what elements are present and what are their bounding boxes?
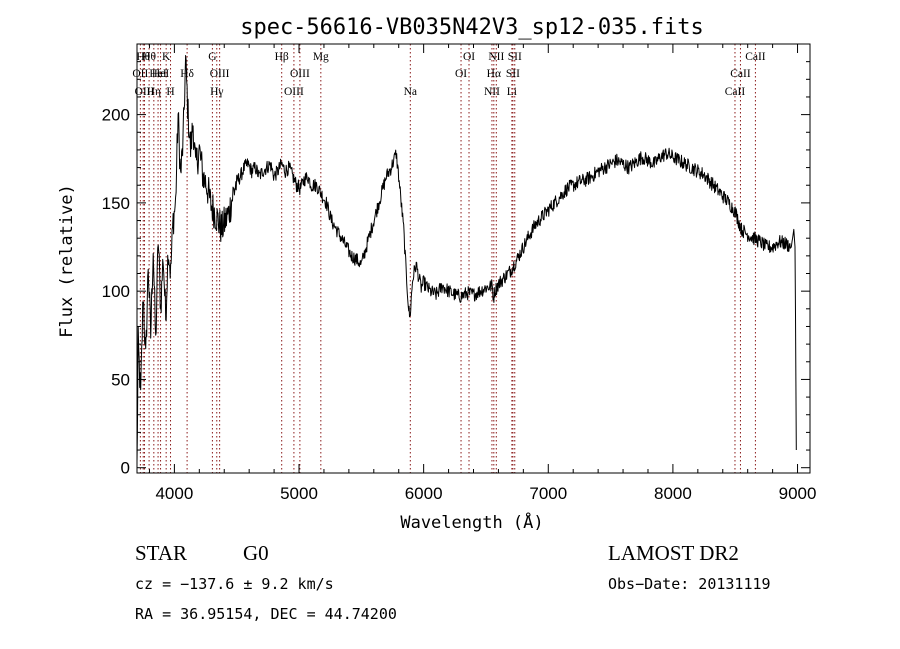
y-tick-label: 0: [121, 459, 130, 478]
x-tick-label: 8000: [654, 484, 692, 503]
emission-line-label: NII: [484, 86, 500, 98]
emission-line-label: OIII: [290, 68, 310, 80]
y-tick-label: 150: [102, 194, 130, 213]
y-axis-ticks: 0 50 100 150 200: [102, 43, 810, 478]
redshift-velocity: cz = −137.6 ± 9.2 km/s: [135, 575, 334, 593]
emission-line-label: K: [162, 51, 171, 63]
emission-line-label: Li: [507, 86, 517, 98]
y-axis-label: Flux (relative): [57, 184, 77, 338]
emission-line-labels: OIIHθOIIIHθHηHeIHeIKHHδGHγOIIIHβOIIIOIII…: [132, 51, 765, 98]
emission-line-label: Hα: [487, 68, 501, 80]
emission-line-label: OIII: [135, 86, 155, 98]
emission-line-label: Hη: [147, 86, 161, 98]
emission-line-label: HeI: [152, 68, 169, 80]
emission-line-markers: [139, 44, 756, 473]
emission-line-label: CaII: [745, 51, 766, 63]
x-axis-label: Wavelength (Å): [400, 511, 543, 533]
spectrum-line: [136, 55, 797, 463]
x-tick-label: 9000: [779, 484, 817, 503]
y-tick-label: 200: [102, 106, 130, 125]
emission-line-label: OIII: [210, 68, 230, 80]
chart-title: spec-56616-VB035N42V3_sp12-035.fits: [240, 15, 704, 40]
emission-line-label: Hδ: [180, 68, 194, 80]
emission-line-label: HeI: [149, 68, 166, 80]
emission-line-label: OII: [132, 68, 148, 80]
x-tick-label: 7000: [529, 484, 567, 503]
object-subclass: G0: [243, 541, 269, 565]
emission-line-label: NII: [488, 51, 504, 63]
emission-line-label: Na: [404, 86, 417, 98]
emission-line-label: Hγ: [210, 86, 223, 98]
emission-line-label: OI: [463, 51, 475, 63]
emission-line-label: Hβ: [275, 51, 289, 63]
emission-line-label: H: [166, 86, 174, 98]
x-tick-label: 4000: [155, 484, 193, 503]
x-axis-ticks: 4000 5000 6000 7000 8000 9000: [148, 44, 817, 503]
ra-dec-coordinates: RA = 36.95154, DEC = 44.74200: [135, 605, 397, 623]
emission-line-label: Hθ: [142, 51, 156, 63]
emission-line-label: Mg: [313, 51, 329, 63]
x-tick-label: 5000: [280, 484, 318, 503]
emission-line-label: CaII: [725, 86, 746, 98]
emission-line-label: SII: [506, 68, 520, 80]
emission-line-label: SII: [508, 51, 522, 63]
emission-line-label: CaII: [730, 68, 751, 80]
observation-date: Obs−Date: 20131119: [608, 575, 771, 593]
plot-frame: [136, 43, 811, 474]
y-tick-label: 100: [102, 282, 130, 301]
emission-line-label: Hθ: [136, 51, 150, 63]
x-tick-label: 6000: [405, 484, 443, 503]
object-class: STAR: [135, 541, 187, 565]
emission-line-label: OIII: [284, 86, 304, 98]
emission-line-label: G: [208, 51, 216, 63]
survey-name: LAMOST DR2: [608, 541, 739, 565]
y-tick-label: 50: [111, 370, 130, 389]
emission-line-label: OI: [455, 68, 467, 80]
